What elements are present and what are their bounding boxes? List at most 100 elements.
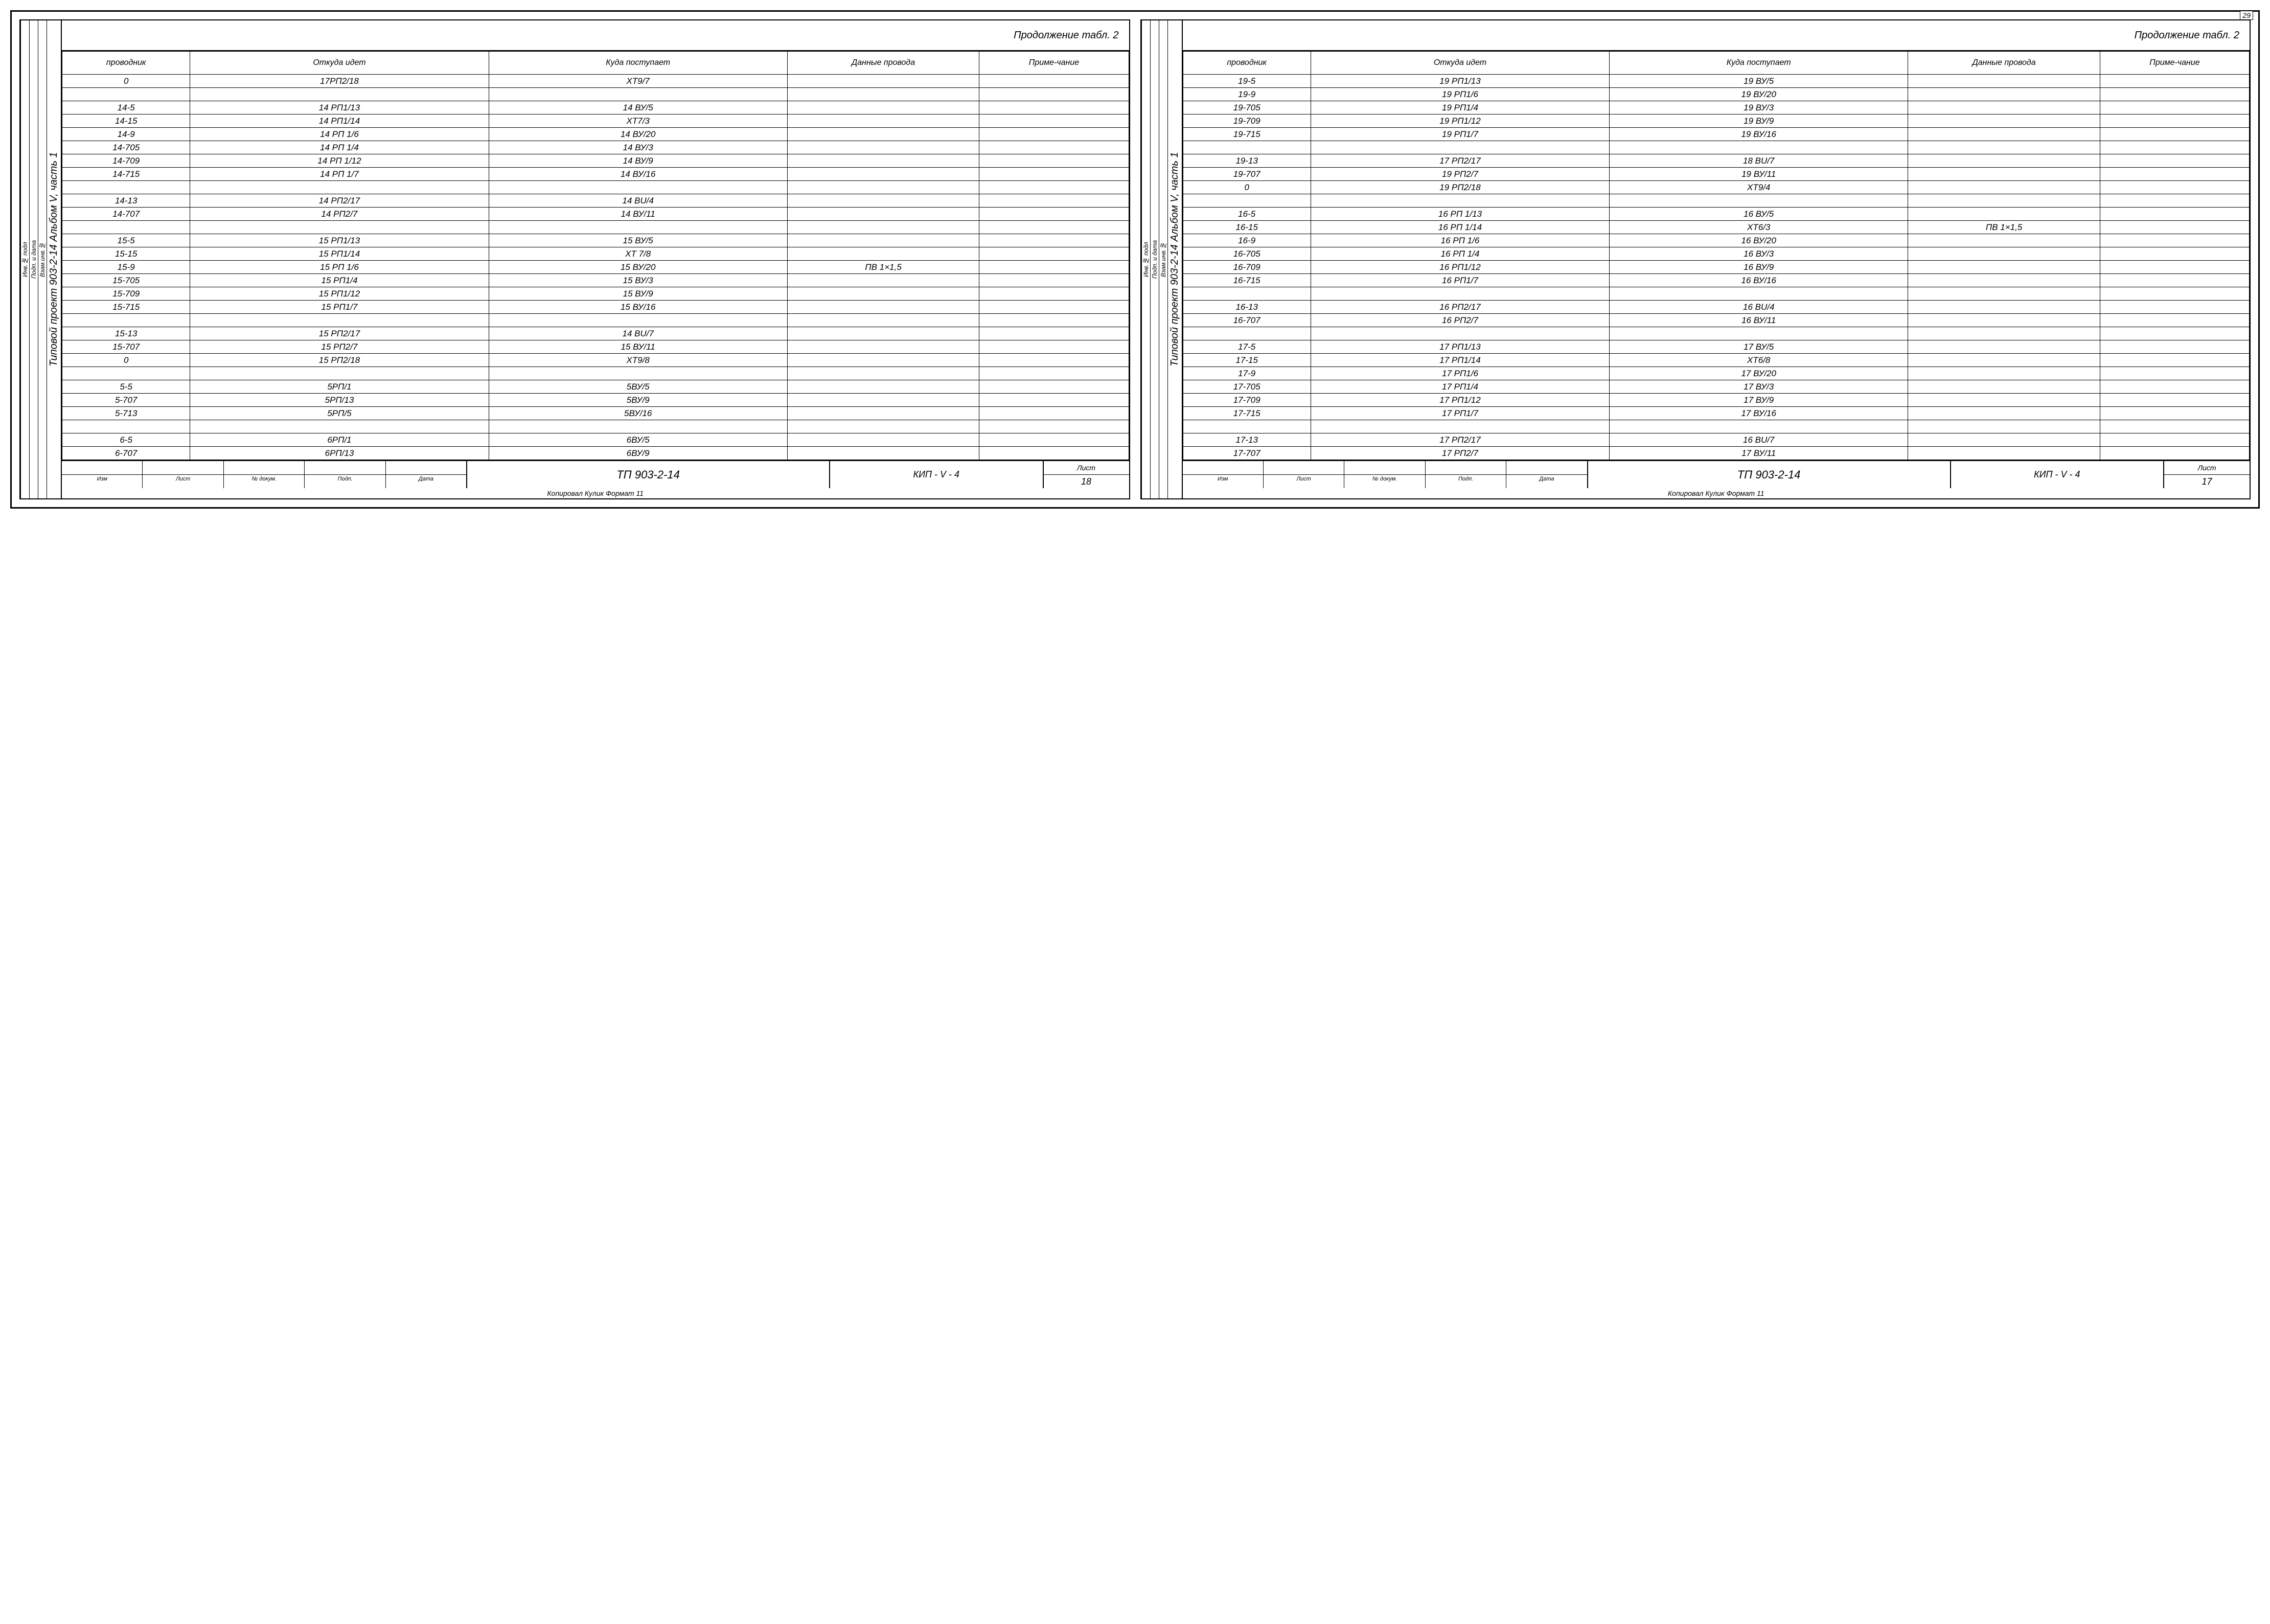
col-wiredata: Данные провода bbox=[1908, 52, 2100, 75]
table-row bbox=[1183, 194, 2250, 208]
table-cell: 17-705 bbox=[1183, 380, 1311, 394]
table-cell: XT6/3 bbox=[1610, 221, 1908, 234]
table-cell: 19-5 bbox=[1183, 75, 1311, 88]
left-revblock: Изм Лист № докум. Подп. Дата bbox=[62, 461, 467, 488]
table-cell: 17 РП1/13 bbox=[1311, 340, 1609, 354]
table-cell: 17 ВУ/16 bbox=[1610, 407, 1908, 420]
table-cell: 14 РП 1/7 bbox=[190, 168, 489, 181]
table-cell: 16 ВУ/20 bbox=[1610, 234, 1908, 247]
table-cell bbox=[2100, 208, 2249, 221]
left-main: Продолжение табл. 2 проводник Откуда иде… bbox=[62, 20, 1129, 498]
table-row: 15-70515 РП1/415 ВУ/3 bbox=[62, 274, 1129, 287]
table-cell bbox=[787, 420, 979, 433]
table-cell bbox=[787, 168, 979, 181]
right-sheet-code: КИП - V - 4 bbox=[1951, 461, 2165, 488]
table-cell bbox=[2100, 354, 2249, 367]
left-project-code: ТП 903-2-14 bbox=[467, 461, 830, 488]
table-cell: 5-713 bbox=[62, 407, 190, 420]
table-cell: 0 bbox=[62, 354, 190, 367]
right-project-code: ТП 903-2-14 bbox=[1588, 461, 1951, 488]
table-cell: 19 РП1/13 bbox=[1311, 75, 1609, 88]
rev-date: Дата bbox=[386, 475, 466, 488]
table-cell: 15 РП2/7 bbox=[190, 340, 489, 354]
table-cell: 19-709 bbox=[1183, 115, 1311, 128]
table-cell: 19 РП2/18 bbox=[1311, 181, 1609, 194]
col-to: Куда поступает bbox=[489, 52, 787, 75]
table-cell bbox=[787, 314, 979, 327]
table-cell: 15-709 bbox=[62, 287, 190, 301]
right-table: проводник Откуда идет Куда поступает Дан… bbox=[1183, 51, 2250, 460]
rev-date: Дата bbox=[1506, 475, 1587, 488]
table-cell: 14 РП2/7 bbox=[190, 208, 489, 221]
table-cell bbox=[979, 221, 1129, 234]
table-cell: 19 ВУ/9 bbox=[1610, 115, 1908, 128]
table-row: 16-516 РП 1/1316 ВУ/5 bbox=[1183, 208, 2250, 221]
table-cell: 15 РП1/12 bbox=[190, 287, 489, 301]
table-row: 16-70916 РП1/1216 ВУ/9 bbox=[1183, 261, 2250, 274]
table-cell bbox=[979, 447, 1129, 460]
table-cell: 16 ВУ/11 bbox=[1610, 314, 1908, 327]
table-cell bbox=[190, 221, 489, 234]
col-note: Приме-чание bbox=[979, 52, 1129, 75]
table-cell: ПВ 1×1,5 bbox=[787, 261, 979, 274]
table-cell bbox=[1908, 208, 2100, 221]
table-cell bbox=[1908, 234, 2100, 247]
page-label: Лист bbox=[1044, 461, 1129, 475]
table-cell bbox=[2100, 274, 2249, 287]
table-cell bbox=[787, 208, 979, 221]
table-cell bbox=[979, 234, 1129, 247]
table-cell: 16 РП1/12 bbox=[1311, 261, 1609, 274]
table-cell bbox=[2100, 301, 2249, 314]
table-row bbox=[62, 88, 1129, 101]
table-cell bbox=[787, 394, 979, 407]
table-cell: 17 ВУ/5 bbox=[1610, 340, 1908, 354]
table-cell: 16-9 bbox=[1183, 234, 1311, 247]
table-cell: 16 РП 1/13 bbox=[1311, 208, 1609, 221]
table-row: 6-56РП/16ВУ/5 bbox=[62, 433, 1129, 447]
table-cell: 17 РП2/7 bbox=[1311, 447, 1609, 460]
col-to: Куда поступает bbox=[1610, 52, 1908, 75]
table-cell: 14 ВУ/9 bbox=[489, 154, 787, 168]
table-cell bbox=[1908, 301, 2100, 314]
table-cell bbox=[2100, 221, 2249, 234]
table-row bbox=[1183, 420, 2250, 433]
left-continuation-title: Продолжение табл. 2 bbox=[62, 20, 1129, 51]
table-cell bbox=[979, 287, 1129, 301]
table-cell bbox=[1183, 194, 1311, 208]
table-row: 15-515 РП1/1315 ВУ/5 bbox=[62, 234, 1129, 247]
table-row: 15-915 РП 1/615 ВУ/20ПВ 1×1,5 bbox=[62, 261, 1129, 274]
table-cell: 0 bbox=[62, 75, 190, 88]
table-row bbox=[1183, 327, 2250, 340]
table-cell: XT9/4 bbox=[1610, 181, 1908, 194]
table-cell bbox=[1183, 287, 1311, 301]
table-cell: 14 ВУ/16 bbox=[489, 168, 787, 181]
table-cell: 15-13 bbox=[62, 327, 190, 340]
table-cell: 6-707 bbox=[62, 447, 190, 460]
table-cell: 16 РП2/17 bbox=[1311, 301, 1609, 314]
table-cell: 15 РП2/18 bbox=[190, 354, 489, 367]
table-cell: 14 РП2/17 bbox=[190, 194, 489, 208]
table-row: 17-517 РП1/1317 ВУ/5 bbox=[1183, 340, 2250, 354]
right-revblock: Изм Лист № докум. Подп. Дата bbox=[1183, 461, 1588, 488]
table-row: 5-7135РП/55ВУ/16 bbox=[62, 407, 1129, 420]
table-cell bbox=[2100, 88, 2249, 101]
left-sheet-code: КИП - V - 4 bbox=[830, 461, 1044, 488]
table-cell bbox=[1908, 433, 2100, 447]
table-cell: 17 РП1/7 bbox=[1311, 407, 1609, 420]
table-cell bbox=[2100, 101, 2249, 115]
table-cell bbox=[1908, 354, 2100, 367]
table-cell bbox=[2100, 234, 2249, 247]
table-cell bbox=[787, 433, 979, 447]
table-cell: 15-707 bbox=[62, 340, 190, 354]
table-cell: 15 РП 1/6 bbox=[190, 261, 489, 274]
table-row: 16-70516 РП 1/416 ВУ/3 bbox=[1183, 247, 2250, 261]
table-header-row: проводник Откуда идет Куда поступает Дан… bbox=[1183, 52, 2250, 75]
table-cell bbox=[1908, 101, 2100, 115]
right-continuation-title: Продолжение табл. 2 bbox=[1183, 20, 2250, 51]
table-cell: 16 РП1/7 bbox=[1311, 274, 1609, 287]
table-cell bbox=[489, 88, 787, 101]
right-titleblock: Изм Лист № докум. Подп. Дата ТП 903-2-14… bbox=[1183, 460, 2250, 488]
right-bottom-note: Копировал Кулик Формат 11 bbox=[1183, 488, 2250, 498]
table-cell: 16 РП 1/14 bbox=[1311, 221, 1609, 234]
table-cell bbox=[979, 420, 1129, 433]
